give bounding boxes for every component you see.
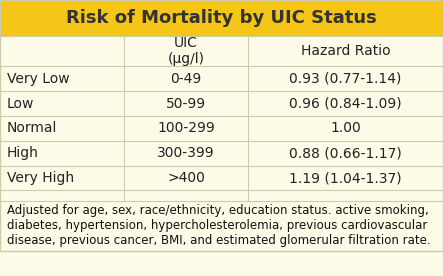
- Text: 50-99: 50-99: [166, 97, 206, 110]
- FancyBboxPatch shape: [0, 201, 443, 251]
- Text: Hazard Ratio: Hazard Ratio: [301, 44, 390, 58]
- Text: Very Low: Very Low: [7, 72, 69, 86]
- Text: 0.96 (0.84-1.09): 0.96 (0.84-1.09): [289, 97, 402, 110]
- Text: 1.00: 1.00: [330, 121, 361, 135]
- Text: Adjusted for age, sex, race/ethnicity, education status. active smoking,
diabete: Adjusted for age, sex, race/ethnicity, e…: [7, 204, 430, 247]
- Text: Very High: Very High: [7, 171, 74, 185]
- Text: 0.93 (0.77-1.14): 0.93 (0.77-1.14): [289, 72, 402, 86]
- FancyBboxPatch shape: [0, 0, 443, 36]
- Text: 300-399: 300-399: [157, 146, 215, 160]
- Text: UIC
(μg/l): UIC (μg/l): [167, 36, 205, 66]
- Text: Risk of Mortality by UIC Status: Risk of Mortality by UIC Status: [66, 9, 377, 27]
- FancyBboxPatch shape: [0, 36, 443, 201]
- Text: 100-299: 100-299: [157, 121, 215, 135]
- Text: 0.88 (0.66-1.17): 0.88 (0.66-1.17): [289, 146, 402, 160]
- Text: Normal: Normal: [7, 121, 57, 135]
- Text: >400: >400: [167, 171, 205, 185]
- Text: 1.19 (1.04-1.37): 1.19 (1.04-1.37): [289, 171, 402, 185]
- Text: 0-49: 0-49: [171, 72, 202, 86]
- Text: High: High: [7, 146, 39, 160]
- Text: Low: Low: [7, 97, 34, 110]
